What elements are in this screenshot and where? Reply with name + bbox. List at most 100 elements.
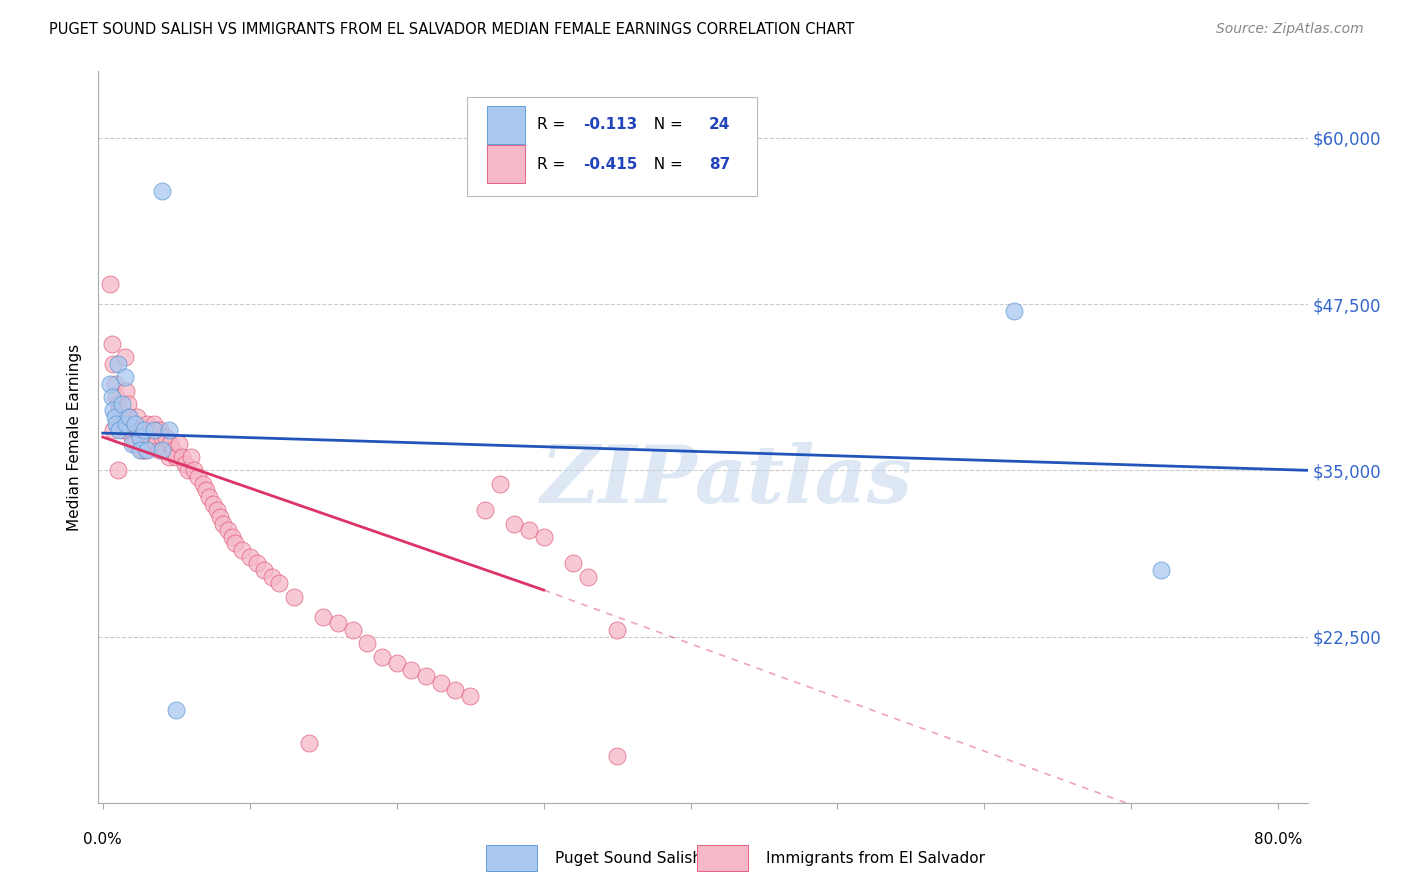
- Y-axis label: Median Female Earnings: Median Female Earnings: [67, 343, 83, 531]
- Point: [108, 424, 131, 438]
- Point: [153, 443, 176, 458]
- Point: [105, 390, 128, 404]
- Point: [174, 457, 197, 471]
- Point: [217, 523, 239, 537]
- Point: [141, 436, 163, 450]
- Point: [221, 530, 243, 544]
- Point: [125, 410, 148, 425]
- Point: [100, 337, 122, 351]
- Point: [606, 623, 628, 637]
- Point: [209, 509, 232, 524]
- Point: [128, 443, 150, 458]
- Text: N =: N =: [644, 117, 688, 132]
- Point: [576, 570, 599, 584]
- Point: [159, 436, 181, 450]
- Point: [165, 703, 187, 717]
- FancyBboxPatch shape: [467, 97, 758, 195]
- Point: [103, 376, 125, 391]
- Point: [101, 424, 124, 438]
- Point: [111, 417, 134, 431]
- Point: [101, 403, 124, 417]
- Point: [429, 676, 451, 690]
- Point: [135, 417, 157, 431]
- Point: [145, 436, 167, 450]
- Point: [131, 443, 153, 458]
- Point: [202, 497, 225, 511]
- Point: [115, 384, 138, 398]
- Point: [118, 410, 141, 425]
- Point: [562, 557, 585, 571]
- Point: [105, 417, 128, 431]
- Point: [120, 424, 142, 438]
- Point: [121, 430, 143, 444]
- Text: 80.0%: 80.0%: [1254, 832, 1302, 847]
- Point: [135, 443, 157, 458]
- Text: PUGET SOUND SALISH VS IMMIGRANTS FROM EL SALVADOR MEDIAN FEMALE EARNINGS CORRELA: PUGET SOUND SALISH VS IMMIGRANTS FROM EL…: [49, 22, 855, 37]
- Point: [150, 443, 173, 458]
- Point: [128, 430, 150, 444]
- Point: [356, 636, 378, 650]
- Point: [98, 277, 121, 292]
- Point: [124, 417, 146, 431]
- Point: [517, 523, 540, 537]
- Text: ZIPatlas: ZIPatlas: [541, 442, 914, 520]
- Point: [191, 476, 214, 491]
- Point: [283, 590, 305, 604]
- Point: [269, 576, 291, 591]
- Point: [111, 397, 134, 411]
- FancyBboxPatch shape: [486, 106, 526, 144]
- Point: [444, 682, 467, 697]
- Point: [401, 663, 423, 677]
- FancyBboxPatch shape: [486, 145, 526, 183]
- Text: R =: R =: [537, 117, 571, 132]
- Point: [128, 430, 150, 444]
- Point: [503, 516, 526, 531]
- Point: [253, 563, 276, 577]
- Point: [129, 436, 152, 450]
- Point: [197, 490, 219, 504]
- Point: [139, 430, 162, 444]
- Point: [474, 503, 496, 517]
- Point: [150, 184, 173, 198]
- Point: [172, 450, 194, 464]
- Text: R =: R =: [537, 157, 571, 172]
- Point: [114, 370, 136, 384]
- Point: [187, 470, 209, 484]
- Point: [132, 424, 155, 438]
- Point: [157, 450, 180, 464]
- Point: [194, 483, 217, 498]
- Point: [134, 443, 156, 458]
- Point: [385, 656, 408, 670]
- Point: [122, 417, 145, 431]
- Point: [143, 424, 166, 438]
- Point: [110, 410, 132, 425]
- Point: [143, 417, 166, 431]
- Point: [98, 376, 121, 391]
- Text: -0.415: -0.415: [583, 157, 638, 172]
- Point: [239, 549, 262, 564]
- Text: Puget Sound Salish: Puget Sound Salish: [555, 851, 703, 865]
- Point: [114, 351, 136, 365]
- Point: [100, 390, 122, 404]
- Point: [155, 430, 177, 444]
- Point: [148, 443, 170, 458]
- Point: [180, 450, 202, 464]
- Point: [231, 543, 253, 558]
- Point: [162, 443, 184, 458]
- Point: [297, 736, 319, 750]
- Point: [1002, 303, 1025, 318]
- Point: [146, 424, 169, 438]
- Point: [312, 609, 335, 624]
- Point: [183, 463, 205, 477]
- Point: [150, 430, 173, 444]
- Point: [165, 450, 187, 464]
- Point: [117, 397, 139, 411]
- Point: [606, 749, 628, 764]
- Point: [533, 530, 555, 544]
- Point: [121, 436, 143, 450]
- Point: [371, 649, 394, 664]
- Point: [326, 616, 349, 631]
- Text: 24: 24: [709, 117, 731, 132]
- Text: Source: ZipAtlas.com: Source: ZipAtlas.com: [1216, 22, 1364, 37]
- Point: [207, 503, 229, 517]
